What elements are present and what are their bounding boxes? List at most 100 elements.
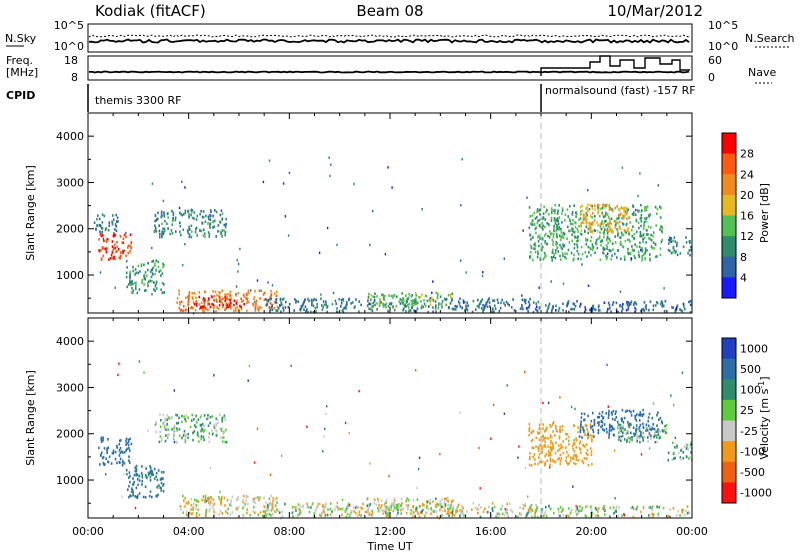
range-time-cell xyxy=(654,242,657,246)
range-time-cell xyxy=(635,302,638,306)
range-time-cell xyxy=(454,304,456,308)
range-time-cell xyxy=(134,268,137,271)
colorbar-segment xyxy=(722,194,736,216)
range-time-cell xyxy=(203,215,205,219)
sparse-echo-cell xyxy=(151,182,154,185)
range-time-cell xyxy=(561,212,563,215)
range-time-cell xyxy=(141,465,143,468)
range-time-cell xyxy=(453,308,455,311)
range-time-cell xyxy=(406,299,408,303)
range-time-cell xyxy=(463,514,465,517)
range-time-cell xyxy=(479,515,482,519)
range-time-cell xyxy=(176,429,178,432)
range-time-cell xyxy=(228,503,231,507)
range-time-cell xyxy=(114,234,116,237)
range-time-cell xyxy=(294,298,296,301)
range-time-cell xyxy=(689,253,691,257)
range-time-cell xyxy=(160,269,162,272)
sparse-echo-cell xyxy=(584,229,586,232)
range-time-cell xyxy=(667,248,670,252)
range-time-cell xyxy=(195,227,197,231)
range-time-cell xyxy=(558,226,561,229)
range-time-cell xyxy=(221,217,224,221)
range-time-cell xyxy=(551,423,554,426)
range-time-cell xyxy=(129,480,131,484)
range-time-cell xyxy=(308,299,310,303)
range-time-cell xyxy=(577,459,580,462)
range-time-cell xyxy=(508,303,510,307)
range-time-cell xyxy=(447,503,449,507)
nsearch-tick-bottom: 10^0 xyxy=(708,40,738,53)
range-time-cell xyxy=(573,231,576,234)
range-time-cell xyxy=(129,272,131,276)
range-time-cell xyxy=(673,236,676,239)
range-time-cell xyxy=(589,447,592,450)
range-time-cell xyxy=(284,502,286,506)
range-time-cell xyxy=(196,421,198,424)
range-time-cell xyxy=(276,305,279,309)
range-time-cell xyxy=(353,510,355,513)
range-time-cell xyxy=(593,435,595,438)
sparse-echo-cell xyxy=(330,163,332,166)
range-time-cell xyxy=(488,301,491,304)
range-time-cell xyxy=(315,298,317,302)
freq-tick-bottom: 8 xyxy=(71,71,78,84)
range-time-cell xyxy=(202,296,205,300)
range-time-cell xyxy=(642,408,644,412)
sparse-echo-cell xyxy=(572,485,574,488)
range-time-cell xyxy=(606,236,609,239)
range-time-cell xyxy=(464,309,466,312)
range-time-cell xyxy=(341,513,343,517)
sparse-echo-cell xyxy=(522,229,524,232)
range-time-cell xyxy=(667,458,670,462)
range-time-cell xyxy=(478,306,480,309)
range-time-cell xyxy=(538,306,541,309)
range-time-cell xyxy=(532,236,534,239)
range-time-cell xyxy=(405,305,407,308)
range-time-cell xyxy=(551,458,554,462)
range-time-cell xyxy=(268,512,271,516)
range-time-cell xyxy=(204,496,207,500)
range-time-cell xyxy=(428,305,430,308)
y-tick-label: 4000 xyxy=(56,335,84,348)
range-time-cell xyxy=(612,248,614,251)
range-time-cell xyxy=(562,513,565,517)
range-time-cell xyxy=(211,429,213,432)
range-time-cell xyxy=(645,233,648,236)
range-time-cell xyxy=(173,436,175,439)
range-time-cell xyxy=(585,218,588,222)
range-time-cell xyxy=(205,508,208,512)
range-time-cell xyxy=(182,494,184,498)
range-time-cell xyxy=(675,307,677,311)
range-time-cell xyxy=(497,515,499,519)
sparse-echo-cell xyxy=(271,284,274,287)
range-time-cell xyxy=(597,208,600,212)
range-time-cell xyxy=(609,239,612,243)
range-time-cell xyxy=(627,300,630,304)
range-time-cell xyxy=(137,494,139,497)
range-time-cell xyxy=(373,299,376,302)
range-time-cell xyxy=(207,424,210,428)
range-time-cell xyxy=(218,513,221,516)
range-time-cell xyxy=(537,449,540,453)
range-time-cell xyxy=(606,213,609,216)
range-time-cell xyxy=(184,209,187,213)
range-time-cell xyxy=(683,307,686,311)
range-time-cell xyxy=(645,423,648,426)
range-time-cell xyxy=(634,256,636,260)
range-time-cell xyxy=(641,431,644,435)
range-time-cell xyxy=(597,203,600,207)
range-time-cell xyxy=(319,513,321,517)
colorbar-tick-label: 28 xyxy=(740,148,754,161)
range-time-cell xyxy=(629,221,631,224)
range-time-cell xyxy=(190,306,192,310)
range-time-cell xyxy=(193,211,196,214)
range-time-cell xyxy=(594,514,597,518)
sparse-echo-cell xyxy=(587,284,590,287)
range-time-cell xyxy=(98,238,100,241)
range-time-cell xyxy=(112,246,115,250)
range-time-cell xyxy=(557,227,559,230)
range-time-cell xyxy=(225,307,227,310)
range-time-cell xyxy=(268,497,271,500)
range-time-cell xyxy=(281,303,283,307)
